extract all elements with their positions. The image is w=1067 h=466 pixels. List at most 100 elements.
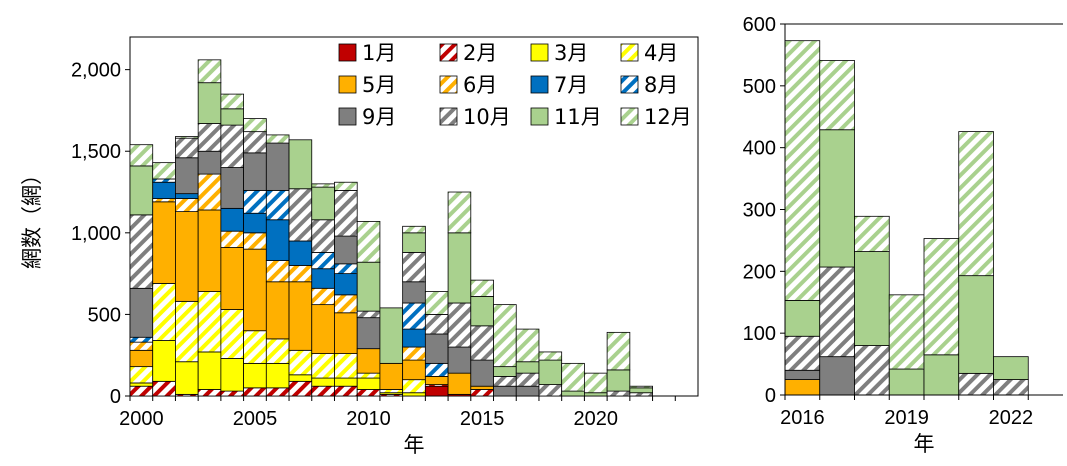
bar-2021-s2 [958,372,994,396]
bar-2018-s9 [538,384,563,397]
bar-2008-s6 [311,268,335,289]
bar-2009-s4 [334,312,358,354]
bar-2001-s6 [152,181,176,199]
bar-2012-s8 [402,281,426,304]
bar-2008-s1 [311,385,335,397]
bar-2001-s4 [152,201,176,284]
left-x-axis: 2000 2005 2010 2015 2020 [119,396,676,430]
bar-2008-s5 [311,287,335,306]
bar-2018-s10 [538,359,563,385]
bar-2015-s1 [470,389,494,397]
bar-2008-s2 [311,377,335,387]
right-x-axis: 2016 2019 2022 [780,395,1033,429]
bar-2009-s9 [334,189,358,237]
bar-2009-s8 [334,235,358,265]
bar-2008-s4 [311,304,335,354]
legend-label: 6月 [463,73,497,97]
bar-2006-s6 [265,219,290,261]
bar-2001-s2 [152,340,176,382]
bar-2004-s9 [220,124,245,168]
bar-2011-s10 [379,307,404,364]
bar-2019-s4 [888,294,925,370]
bar-2000-s7 [129,336,154,343]
bar-2010-s10 [356,261,381,312]
bar-2000-s11 [129,144,154,167]
bar-2005-s9 [243,131,267,154]
bar-2017-s10 [515,361,540,374]
bar-2017-s8 [515,385,540,397]
bar-2012-s10 [402,232,426,253]
bar-2004-s1 [220,390,245,397]
bar-2006-s11 [265,134,290,144]
bar-2007-s4 [288,281,313,351]
bar-2013-s8 [424,333,449,364]
bar-2014-s9 [447,302,472,348]
bar-2006-s1 [265,387,290,397]
bar-2008-s9 [311,219,335,253]
left-x-axis-label: 年 [404,433,425,457]
bar-2004-s4 [220,247,245,310]
bar-2012-s2 [402,392,426,397]
bar-2000-s4 [129,349,154,368]
legend-swatch [338,43,357,62]
bar-2006-s5 [265,260,290,283]
left-y-axis-label: 網数（網） [20,164,44,269]
bar-2007-s5 [288,265,313,283]
bar-2003-s3 [197,291,222,353]
bar-2009-s6 [334,273,358,296]
bar-2014-s4 [447,372,472,395]
bar-2019-s11 [561,362,585,392]
bar-2009-s7 [334,263,358,275]
bar-2000-s10 [129,165,154,216]
legend-swatch [338,107,357,126]
legend-swatch [620,43,639,62]
bar-2021-s4 [958,131,994,277]
bar-2005-s1 [243,387,267,397]
bar-2003-s4 [197,209,222,292]
x-tick-label: 2010 [346,408,391,430]
y-tick-label: 2,000 [71,60,121,82]
y-tick-label: 600 [743,14,776,36]
bar-2004-s6 [220,207,245,232]
bar-2017-s2 [819,266,855,358]
bar-2007-s2 [288,374,313,382]
bar-2010-s9 [356,310,381,319]
bar-2002-s2 [175,361,199,395]
bar-2002-s6 [175,193,199,199]
bar-2004-s2 [220,358,245,392]
y-tick-label: 1,000 [71,223,121,245]
y-tick-label: 400 [743,138,776,160]
bar-2009-s5 [334,294,358,314]
y-tick-label: 500 [88,304,121,326]
legend-swatch [530,43,549,62]
bar-2000-s5 [129,341,154,351]
right-y-axis: 0 100 200 300 400 500 600 [743,14,1063,407]
x-tick-label: 2000 [119,408,164,430]
bar-2005-s6 [243,212,267,234]
bar-2004-s10 [220,108,245,126]
bar-2017-s4 [819,60,855,131]
bar-2004-s8 [220,167,245,209]
legend-swatch [439,43,458,62]
legend-label: 10月 [463,105,511,129]
bar-2016-s8 [493,385,517,397]
bar-2020-s11 [584,372,608,394]
bar-2003-s9 [197,123,222,152]
y-tick-label: 300 [743,200,776,222]
right-stacked-bar-chart: 0 100 200 300 400 500 600 2016 2019 2022 年 [743,14,1063,456]
legend-label: 11月 [554,105,602,129]
right-x-axis-label: 年 [914,432,935,456]
bar-2012-s11 [402,225,426,234]
legend-label: 2月 [463,41,497,65]
legend-label: 7月 [554,73,588,97]
bar-2005-s3 [243,330,267,364]
bar-2017-s9 [515,372,540,387]
bar-2008-s10 [311,186,335,221]
bar-2017-s1 [819,356,855,396]
bar-2015-s9 [470,325,494,361]
bar-2016-s9 [493,376,517,387]
left-stacked-bar-chart: 0 500 1,000 1,500 2,000 2000 2005 2010 2015 2020… [20,36,699,457]
bar-2016-s2 [784,335,821,371]
bar-2003-s1 [197,389,222,397]
